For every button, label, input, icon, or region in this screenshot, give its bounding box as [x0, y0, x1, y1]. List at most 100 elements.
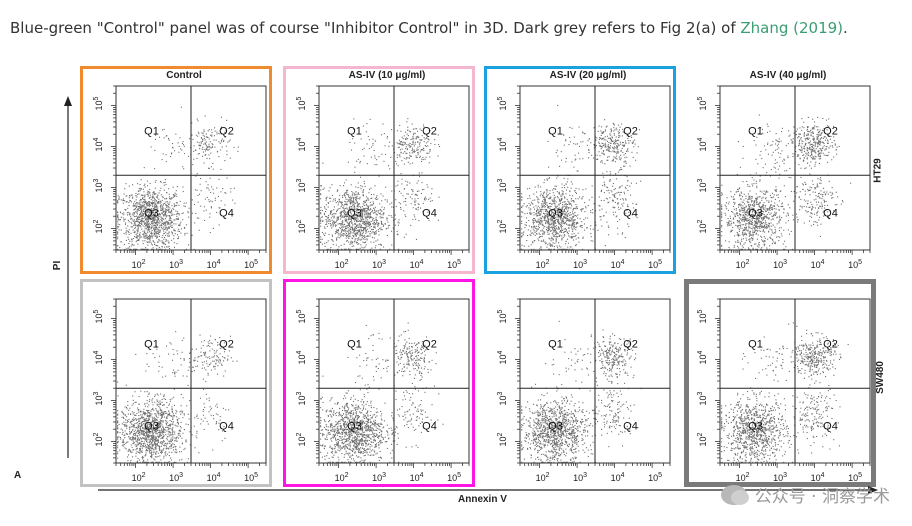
panel-title: Control	[166, 70, 202, 81]
quadrant-label-q1: Q1	[144, 126, 159, 138]
y-tick-label: 103	[296, 179, 307, 193]
y-tick-label: 105	[497, 97, 508, 111]
y-tick-label: 105	[697, 310, 708, 324]
x-tick-label: 102	[536, 472, 550, 483]
quadrant-label-q3: Q3	[548, 421, 563, 433]
caption-text: Blue-green "Control" panel was of course…	[10, 19, 740, 37]
x-tick-label: 103	[372, 472, 386, 483]
x-tick-label: 105	[244, 472, 258, 483]
quadrant-label-q1: Q1	[347, 339, 362, 351]
event-dots	[320, 118, 440, 250]
caption-period: .	[843, 19, 848, 37]
y-axis-label: PI	[52, 261, 63, 270]
quadrant-label-q2: Q2	[422, 339, 437, 351]
citation-link[interactable]: Zhang (2019)	[740, 19, 843, 37]
quadrant-label-q3: Q3	[347, 421, 362, 433]
quadrant-label-q3: Q3	[548, 208, 563, 220]
x-tick-label: 104	[611, 259, 625, 270]
x-tick-label: 102	[132, 472, 146, 483]
quadrant-label-q1: Q1	[748, 126, 763, 138]
quadrant-label-q4: Q4	[823, 208, 838, 220]
quadrant-label-q3: Q3	[144, 421, 159, 433]
quadrant-label-q4: Q4	[623, 208, 638, 220]
y-tick-label: 102	[296, 220, 307, 234]
y-tick-label: 104	[296, 351, 307, 365]
x-tick-label: 104	[207, 259, 221, 270]
y-tick-label: 102	[697, 220, 708, 234]
x-tick-label: 103	[372, 259, 386, 270]
y-tick-label: 105	[296, 97, 307, 111]
x-tick-label: 105	[447, 472, 461, 483]
y-tick-label: 105	[93, 310, 104, 324]
quadrant-label-q2: Q2	[623, 126, 638, 138]
quadrant-label-q4: Q4	[219, 421, 234, 433]
panel-title: AS-IV (10 μg/ml)	[349, 70, 426, 81]
y-tick-label: 103	[697, 392, 708, 406]
event-dots	[117, 331, 237, 463]
panel-title: AS-IV (40 μg/ml)	[750, 70, 827, 81]
quadrant-label-q4: Q4	[422, 208, 437, 220]
y-tick-label: 102	[497, 433, 508, 447]
x-tick-label: 105	[648, 472, 662, 483]
highlight-frame	[486, 68, 675, 273]
row-label-ht29: HT29	[873, 158, 884, 182]
y-tick-label: 104	[497, 138, 508, 152]
quadrant-label-q3: Q3	[748, 421, 763, 433]
quadrant-label-q1: Q1	[748, 339, 763, 351]
x-tick-label: 103	[169, 259, 183, 270]
figure-caption: Blue-green "Control" panel was of course…	[10, 17, 900, 39]
x-tick-label: 105	[244, 259, 258, 270]
x-tick-label: 104	[410, 259, 424, 270]
quadrant-label-q1: Q1	[548, 339, 563, 351]
highlight-frame	[687, 282, 874, 485]
quadrant-label-q3: Q3	[748, 208, 763, 220]
x-tick-label: 102	[736, 259, 750, 270]
y-tick-label: 103	[93, 392, 104, 406]
y-tick-label: 103	[497, 392, 508, 406]
quadrant-label-q2: Q2	[422, 126, 437, 138]
x-tick-label: 104	[611, 472, 625, 483]
y-tick-label: 103	[296, 392, 307, 406]
y-tick-label: 105	[497, 310, 508, 324]
y-tick-label: 102	[497, 220, 508, 234]
watermark: 公众号 · 洞察学术	[721, 482, 890, 507]
quadrant-label-q4: Q4	[823, 421, 838, 433]
y-tick-label: 104	[296, 138, 307, 152]
y-tick-label: 102	[296, 433, 307, 447]
x-tick-label: 102	[536, 259, 550, 270]
x-tick-label: 102	[132, 259, 146, 270]
y-tick-label: 102	[93, 220, 104, 234]
x-tick-label: 104	[207, 472, 221, 483]
y-tick-label: 104	[93, 138, 104, 152]
quadrant-label-q2: Q2	[219, 126, 234, 138]
quadrant-label-q4: Q4	[422, 421, 437, 433]
y-tick-label: 102	[93, 433, 104, 447]
x-tick-label: 104	[811, 259, 825, 270]
quadrant-label-q1: Q1	[548, 126, 563, 138]
x-tick-label: 102	[335, 472, 349, 483]
panel-letter: A	[14, 470, 21, 481]
x-tick-label: 103	[773, 259, 787, 270]
quadrant-label-q3: Q3	[144, 208, 159, 220]
row-label-sw480: SW480	[875, 361, 886, 394]
y-tick-label: 104	[93, 351, 104, 365]
quadrant-label-q4: Q4	[623, 421, 638, 433]
y-tick-label: 105	[93, 97, 104, 111]
x-tick-label: 104	[410, 472, 424, 483]
quadrant-label-q2: Q2	[219, 339, 234, 351]
highlight-frame	[285, 68, 474, 273]
y-tick-label: 104	[697, 351, 708, 365]
highlight-frame	[285, 281, 474, 486]
y-tick-label: 102	[697, 433, 708, 447]
quadrant-label-q4: Q4	[219, 208, 234, 220]
x-tick-label: 103	[573, 472, 587, 483]
watermark-text: 公众号 · 洞察学术	[755, 482, 890, 507]
